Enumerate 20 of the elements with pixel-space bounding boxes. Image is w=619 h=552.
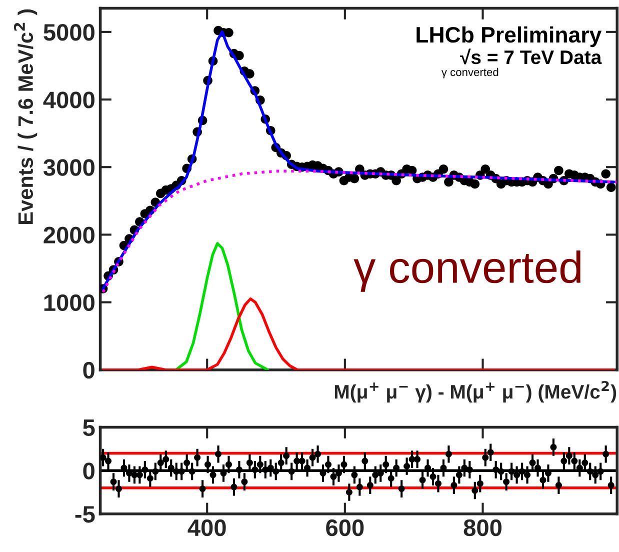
x-tick-label: 800 (464, 519, 502, 536)
y-axis-title: Events / ( 7.6 MeV/c$^{2}$ ) (14, 9, 38, 224)
annotation: √s = 7 TeV Data (460, 48, 602, 64)
y-tick-label: 5000 (44, 24, 94, 41)
y-tick-label: 1000 (44, 294, 94, 312)
annotation: LHCb Preliminary (416, 26, 602, 48)
line-series (102, 297, 616, 370)
annotation: γ converted (441, 68, 498, 78)
y-tick-label: 0 (83, 362, 94, 379)
x-tick-label: 600 (326, 519, 364, 536)
x-tick-label: 400 (188, 519, 226, 536)
y-tick-label: 2000 (44, 226, 94, 244)
annotation: γ converted (354, 250, 580, 292)
y-tick-label: 3000 (43, 159, 94, 176)
text: M(μ$^{+}$ μ$^{−}$ γ) - M(μ$^{+}$ μ$^{−}$) (MeV/c$^{2}$) (334, 380, 616, 403)
y-tick-label: 4000 (43, 92, 94, 108)
y-tick-label: 5 (83, 420, 95, 436)
line-series (174, 242, 270, 370)
y-tick-label: -5 (75, 506, 95, 523)
y-tick-label: 0 (83, 462, 94, 480)
